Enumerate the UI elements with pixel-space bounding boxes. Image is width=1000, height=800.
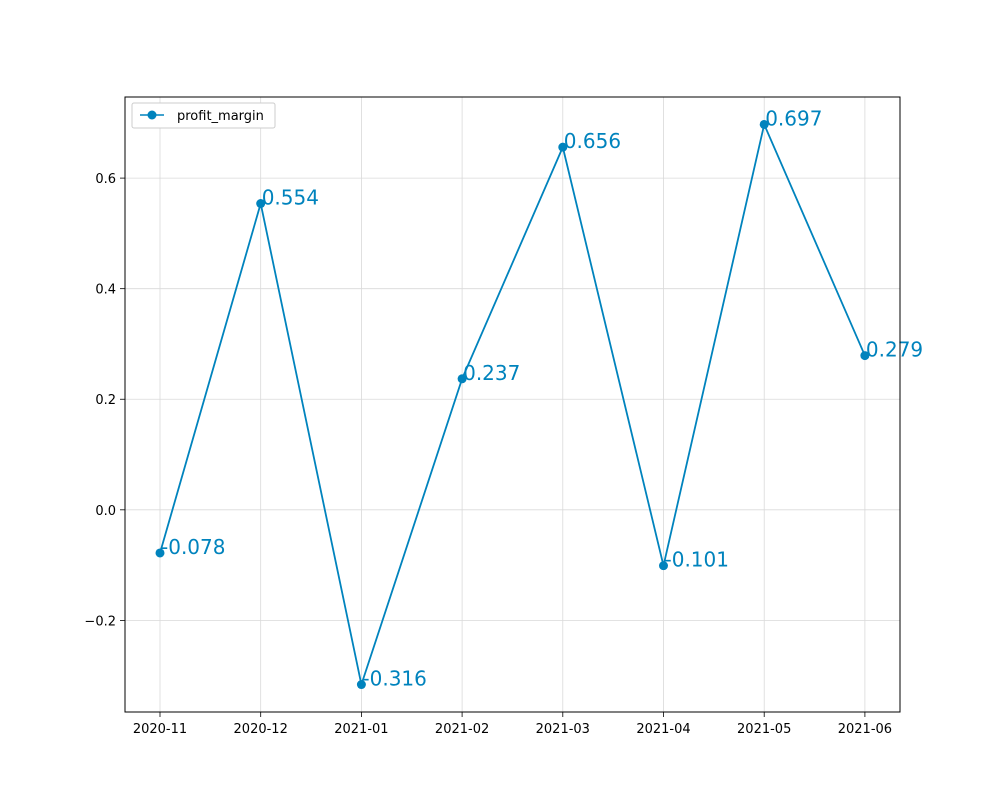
legend-label: profit_margin xyxy=(177,109,264,124)
x-tick-label: 2021-03 xyxy=(536,722,590,737)
data-label: 0.656 xyxy=(564,129,621,153)
y-tick-label: 0.6 xyxy=(95,172,116,187)
data-point xyxy=(356,680,366,690)
data-label: 0.697 xyxy=(765,106,822,130)
legend-box xyxy=(131,102,276,129)
y-axis: −0.2 0.0 0.2 0.4 0.6 xyxy=(84,172,125,629)
data-labels: -0.078 0.554 -0.316 0.237 0.656 -0.101 0.697 0.… xyxy=(161,106,923,690)
data-label: -0.101 xyxy=(665,548,729,572)
data-point xyxy=(659,561,668,571)
data-label: 0.279 xyxy=(866,338,923,362)
y-tick-label: −0.2 xyxy=(84,614,116,629)
data-point xyxy=(558,142,568,152)
x-tick-label: 2021-06 xyxy=(838,722,892,737)
data-label: -0.078 xyxy=(161,535,225,559)
legend-marker-swatch xyxy=(147,110,157,120)
legend: profit_margin xyxy=(131,102,276,129)
x-tick-label: 2020-12 xyxy=(234,722,288,737)
data-point xyxy=(256,199,266,209)
data-point xyxy=(457,374,467,384)
y-tick-label: 0.2 xyxy=(95,393,116,408)
series-line xyxy=(159,123,866,686)
y-tick-label: 0.4 xyxy=(95,283,116,298)
series-profit-margin xyxy=(155,119,870,690)
data-point xyxy=(860,351,870,361)
data-label: -0.316 xyxy=(362,667,426,691)
x-tick-label: 2021-05 xyxy=(737,722,791,737)
plot-area-frame xyxy=(124,96,901,713)
x-tick-label: 2020-11 xyxy=(133,722,187,737)
data-point xyxy=(155,548,165,558)
x-tick-label: 2021-01 xyxy=(334,722,388,737)
x-tick-label: 2021-02 xyxy=(435,722,489,737)
data-point xyxy=(759,119,769,129)
data-label: 0.554 xyxy=(262,186,319,210)
x-axis: 2020-11 2020-12 2021-01 2021-02 2021-03 2021-… xyxy=(133,712,892,737)
data-label: 0.237 xyxy=(463,361,520,385)
grid-lines xyxy=(125,97,900,712)
y-tick-label: 0.0 xyxy=(95,504,116,519)
x-tick-label: 2021-04 xyxy=(636,722,690,737)
